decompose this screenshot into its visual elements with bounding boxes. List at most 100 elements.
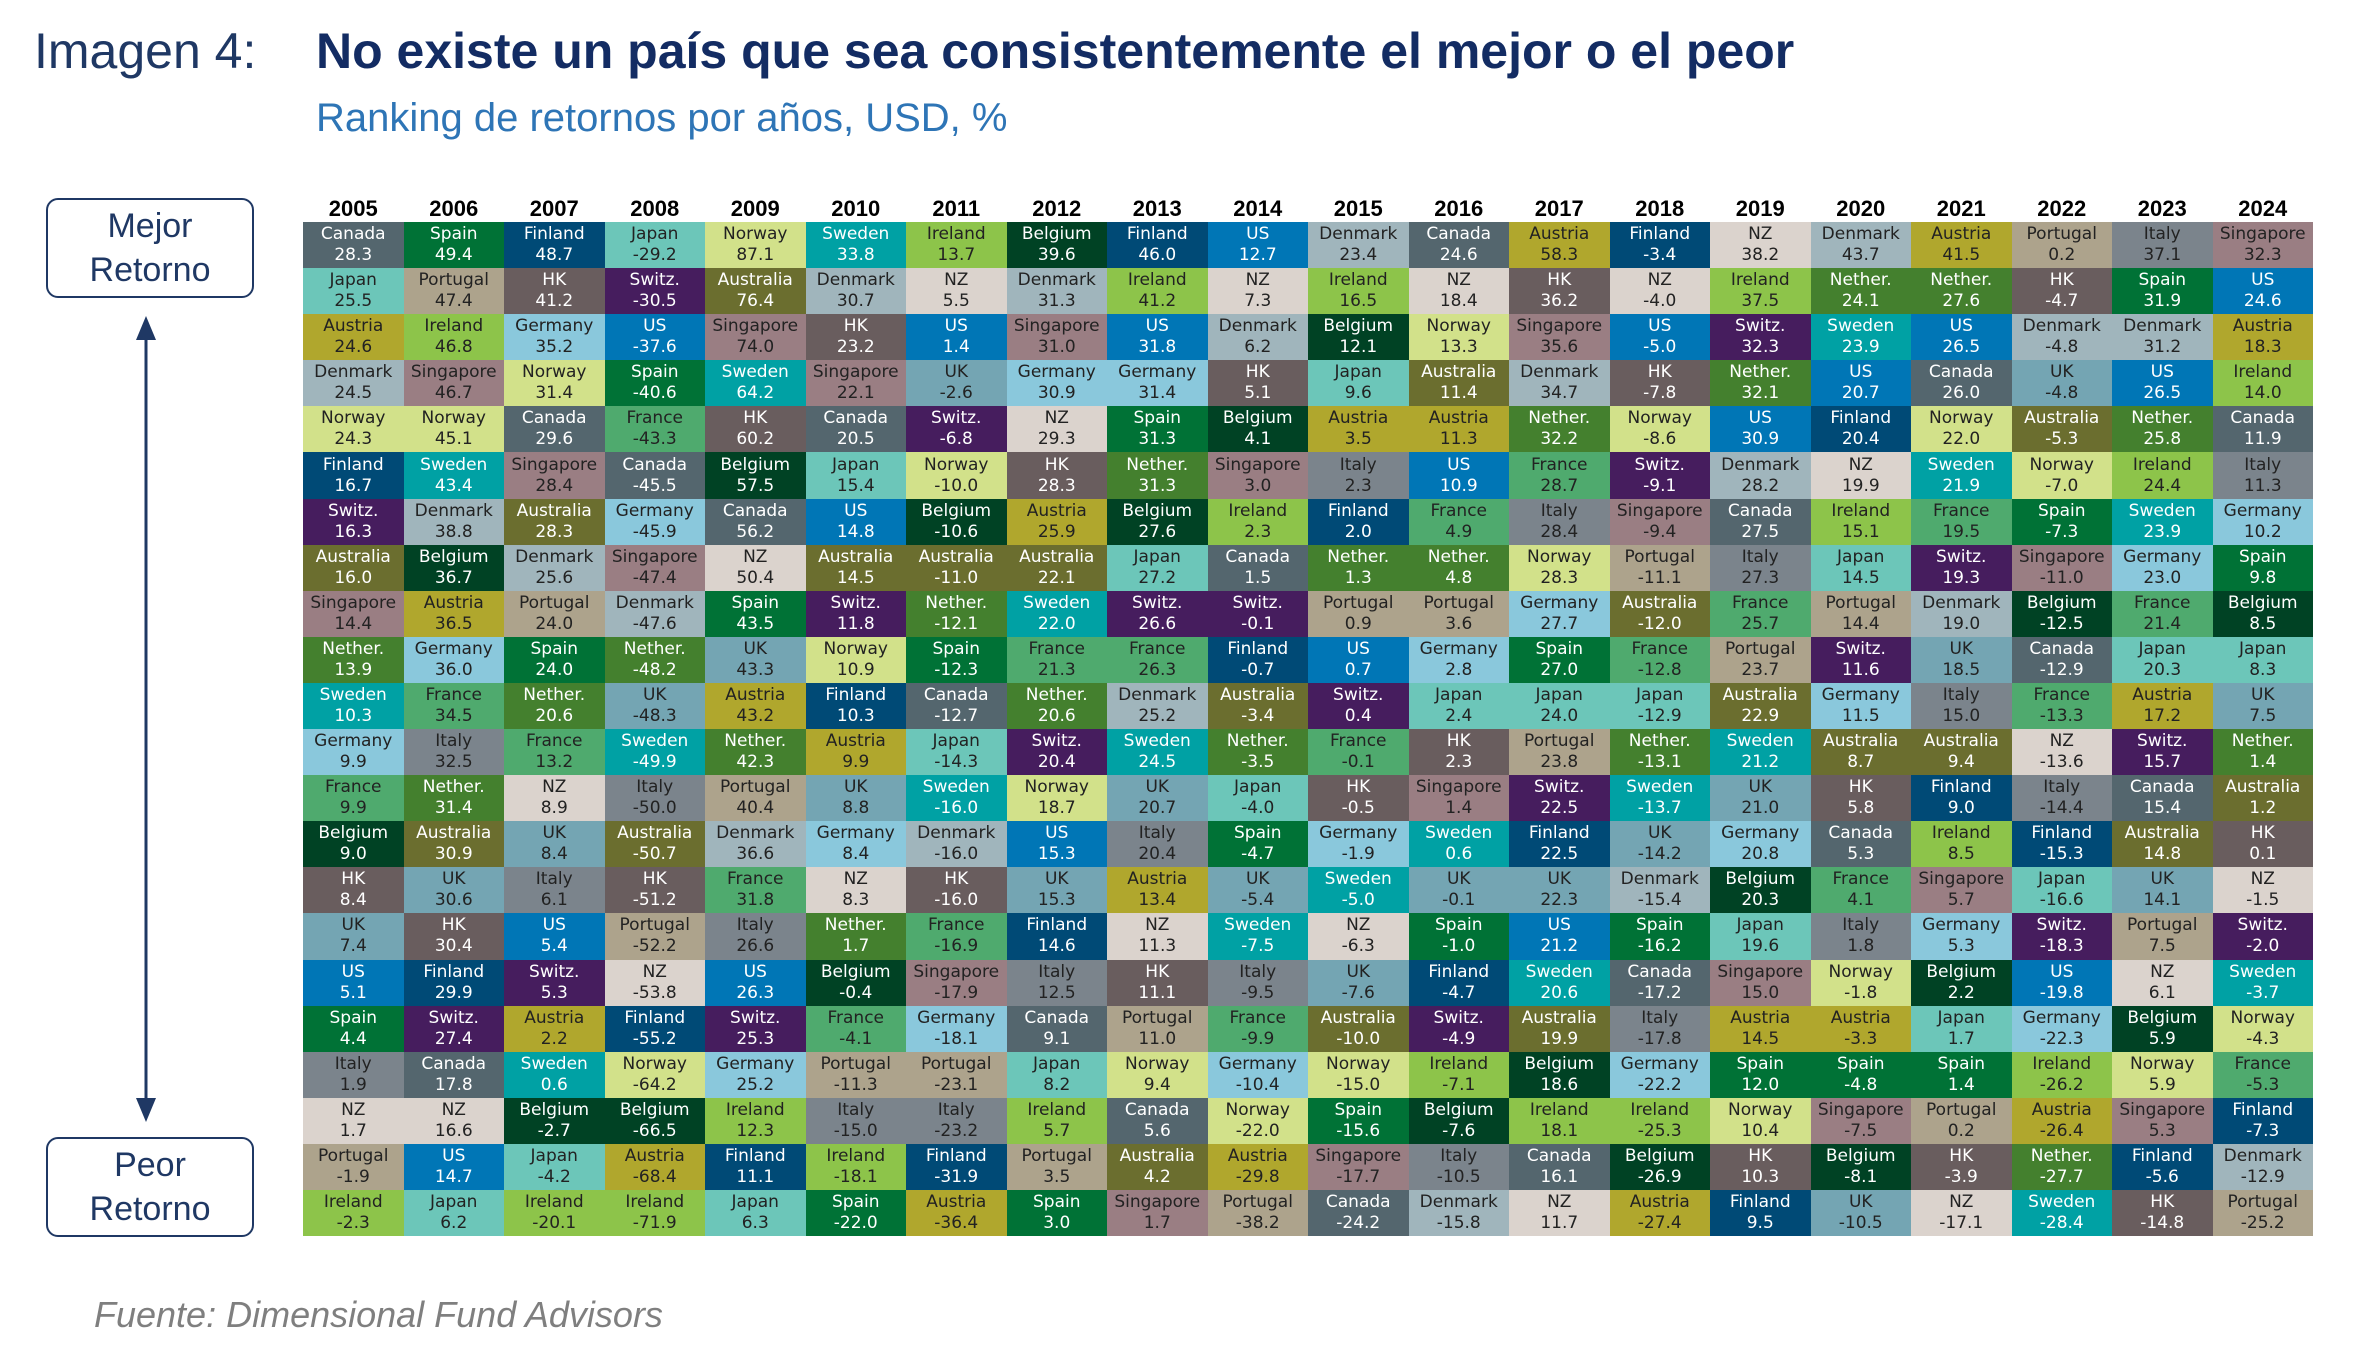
country-name: Spain bbox=[932, 638, 981, 659]
country-name: Ireland bbox=[1228, 500, 1288, 521]
country-name: US bbox=[1949, 316, 1973, 337]
country-cell: Spain -15.6 bbox=[1308, 1097, 1409, 1144]
country-cell: Sweden 23.9 bbox=[2112, 498, 2213, 545]
country-cell: Spain -12.3 bbox=[906, 636, 1007, 683]
country-name: Spain bbox=[1234, 823, 1282, 844]
country-name: Japan bbox=[1535, 684, 1583, 705]
country-name: Belgium bbox=[1624, 1145, 1695, 1166]
return-value: -13.3 bbox=[2039, 705, 2084, 726]
country-cell: Ireland -7.1 bbox=[1408, 1051, 1509, 1098]
country-cell: Nether. -12.1 bbox=[906, 590, 1007, 637]
country-name: Denmark bbox=[1520, 362, 1599, 383]
return-value: -3.3 bbox=[1844, 1028, 1878, 1049]
return-value: 20.5 bbox=[836, 429, 875, 450]
country-name: US bbox=[643, 316, 667, 337]
return-value: 27.0 bbox=[1540, 659, 1579, 680]
return-value: -1.9 bbox=[336, 1166, 370, 1187]
country-cell: UK 14.1 bbox=[2112, 867, 2213, 914]
country-cell: Nether. 4.8 bbox=[1408, 544, 1509, 591]
return-value: 9.9 bbox=[842, 752, 870, 773]
return-value: 29.3 bbox=[1037, 429, 1076, 450]
country-name: Finland bbox=[724, 1145, 786, 1166]
country-cell: Spain 49.4 bbox=[403, 222, 504, 269]
return-value: -37.6 bbox=[632, 337, 677, 358]
year-column: Finland 46.0 Ireland 41.2 US 31.8 Germany 31.4 S… bbox=[1107, 222, 1208, 1237]
return-value: 27.7 bbox=[1540, 613, 1579, 634]
country-cell: NZ 5.5 bbox=[906, 268, 1007, 315]
country-cell: UK -5.4 bbox=[1207, 867, 1308, 914]
country-name: Japan bbox=[1736, 915, 1784, 936]
country-name: Switz. bbox=[931, 408, 982, 429]
return-value: 32.5 bbox=[434, 752, 473, 773]
year-header: 2024 bbox=[2238, 196, 2288, 221]
return-value: 28.7 bbox=[1540, 475, 1579, 496]
return-value: -1.8 bbox=[1844, 982, 1878, 1003]
return-value: -48.2 bbox=[632, 659, 677, 680]
country-cell: Denmark 34.7 bbox=[1509, 360, 1610, 407]
return-value: -26.2 bbox=[2039, 1074, 2084, 1095]
country-cell: NZ 7.3 bbox=[1207, 268, 1308, 315]
country-cell: Portugal 3.5 bbox=[1006, 1143, 1107, 1190]
return-value: 10.9 bbox=[1439, 475, 1478, 496]
return-value: 15.7 bbox=[2143, 752, 2182, 773]
return-value: -27.4 bbox=[1637, 1213, 1682, 1234]
country-cell: Italy 26.6 bbox=[705, 913, 806, 960]
return-value: 16.6 bbox=[434, 1120, 473, 1141]
country-name: Sweden bbox=[520, 1053, 588, 1074]
country-name: Canada bbox=[722, 500, 788, 521]
return-value: -6.8 bbox=[939, 429, 973, 450]
return-value: 14.5 bbox=[1841, 567, 1880, 588]
country-name: Sweden bbox=[621, 731, 689, 752]
country-cell: Austria 58.3 bbox=[1509, 222, 1610, 269]
country-name: Ireland bbox=[725, 1099, 785, 1120]
return-value: 19.6 bbox=[1741, 936, 1780, 957]
country-name: Austria bbox=[1730, 1007, 1791, 1028]
country-name: Denmark bbox=[816, 270, 895, 291]
country-name: HK bbox=[341, 869, 366, 890]
country-name: Sweden bbox=[1827, 316, 1895, 337]
country-cell: Singapore 14.4 bbox=[303, 590, 404, 637]
return-value: -4.7 bbox=[1442, 982, 1476, 1003]
country-cell: Spain -40.6 bbox=[604, 360, 705, 407]
return-value: 28.2 bbox=[1741, 475, 1780, 496]
return-value: 37.1 bbox=[2143, 245, 2182, 266]
return-value: -8.6 bbox=[1643, 429, 1677, 450]
country-name: Australia bbox=[717, 270, 793, 291]
return-value: 5.5 bbox=[942, 291, 970, 312]
country-cell: Germany 35.2 bbox=[504, 314, 605, 361]
country-cell: Germany 8.4 bbox=[805, 821, 906, 868]
country-name: Switz. bbox=[428, 1007, 479, 1028]
return-value: 28.3 bbox=[1037, 475, 1076, 496]
country-cell: Italy -10.5 bbox=[1408, 1143, 1509, 1190]
country-name: Norway bbox=[823, 638, 889, 659]
country-name: Finland bbox=[523, 224, 585, 245]
return-value: 10.4 bbox=[1741, 1120, 1780, 1141]
country-cell: Sweden 43.4 bbox=[403, 452, 504, 499]
country-cell: Austria -26.4 bbox=[2011, 1097, 2112, 1144]
return-value: 15.3 bbox=[1037, 844, 1076, 865]
country-cell: Sweden 0.6 bbox=[1408, 821, 1509, 868]
country-cell: Canada 1.5 bbox=[1207, 544, 1308, 591]
country-name: Italy bbox=[1842, 915, 1880, 936]
return-value: 1.5 bbox=[1244, 567, 1272, 588]
return-value: 1.9 bbox=[339, 1074, 367, 1095]
country-name: France bbox=[726, 869, 784, 890]
country-name: Italy bbox=[1038, 961, 1076, 982]
return-value: -38.2 bbox=[1235, 1213, 1280, 1234]
return-value: -13.7 bbox=[1637, 798, 1682, 819]
country-name: UK bbox=[642, 684, 667, 705]
country-name: Canada bbox=[1426, 224, 1492, 245]
best-return-label: Mejor Retorno bbox=[46, 198, 254, 298]
country-name: Ireland bbox=[1831, 500, 1891, 521]
return-value: 9.6 bbox=[1344, 383, 1372, 404]
return-value: 56.2 bbox=[736, 521, 775, 542]
country-name: Switz. bbox=[629, 270, 680, 291]
country-name: Finland bbox=[1629, 224, 1691, 245]
return-value: 7.5 bbox=[2249, 705, 2277, 726]
return-value: 4.1 bbox=[1847, 890, 1875, 911]
country-name: Austria bbox=[1328, 408, 1389, 429]
country-name: Italy bbox=[1942, 684, 1980, 705]
country-name: Japan bbox=[530, 1145, 578, 1166]
country-name: US bbox=[2251, 270, 2275, 291]
country-cell: France 9.9 bbox=[303, 775, 404, 822]
